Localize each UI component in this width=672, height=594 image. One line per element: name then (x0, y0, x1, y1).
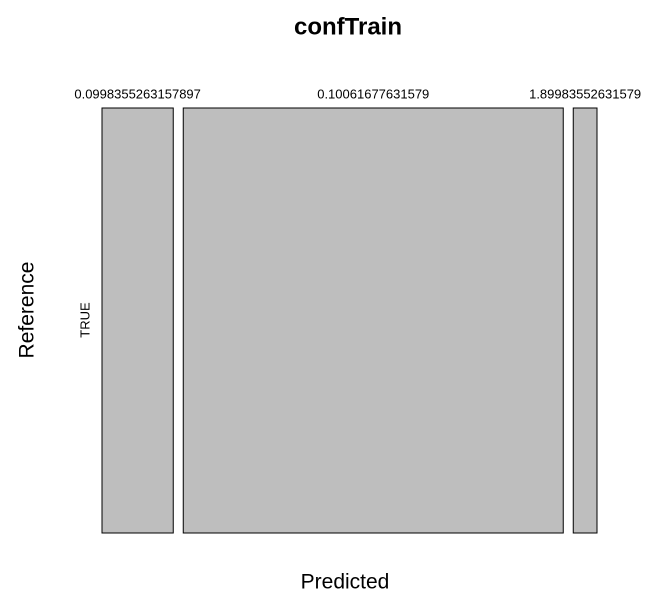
x-tick-label: 0.0998355263157897 (74, 86, 201, 101)
x-tick-label: 1.89983552631579 (529, 86, 641, 101)
x-tick-label: 0.10061677631579 (317, 86, 429, 101)
row-label: TRUE (77, 302, 92, 338)
mosaic-tile (101, 107, 174, 534)
mosaic-tile (182, 107, 564, 534)
y-axis-label: Reference (16, 262, 39, 359)
chart-title: confTrain (294, 13, 402, 40)
mosaic-tile (572, 107, 598, 534)
x-axis-label: Predicted (301, 571, 390, 594)
